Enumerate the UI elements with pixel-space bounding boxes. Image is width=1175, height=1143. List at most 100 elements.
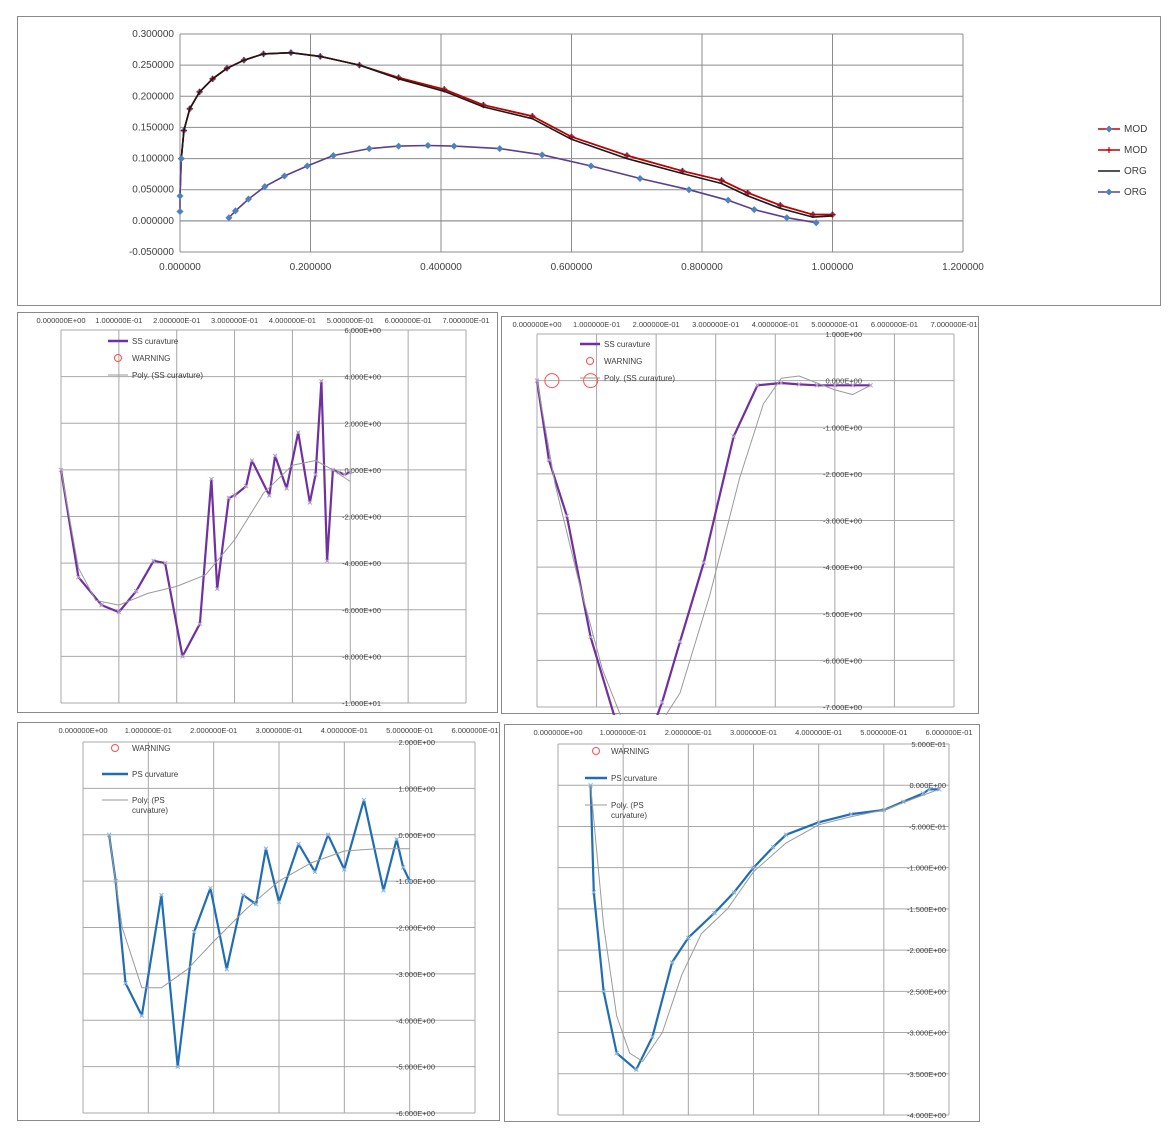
series-line [60, 460, 351, 606]
data-point [927, 786, 932, 792]
warning-marker [544, 373, 560, 389]
data-point [336, 469, 342, 475]
x-tick-label: 7.000000E-01 [930, 320, 977, 329]
y-tick-label: -6.000E+00 [396, 1109, 435, 1118]
legend-label: Poly. (SS curavture) [132, 371, 203, 380]
data-point [677, 639, 683, 645]
y-tick-label: 5.000E-01 [911, 740, 946, 749]
y-tick-label: -2.000E+00 [342, 513, 381, 522]
y-tick-label: -0.050000 [129, 247, 174, 258]
warning-marker [583, 373, 599, 389]
data-point [232, 493, 237, 498]
data-point [816, 819, 822, 825]
data-point [225, 214, 233, 222]
airfoil-chart: 0.000000 0.200000 0.400000 0.600000 0.800000… [129, 29, 1147, 273]
data-point [614, 1050, 620, 1056]
legend-label: WARNING [611, 747, 649, 756]
data-point [175, 1064, 181, 1069]
data-point [295, 430, 301, 435]
data-point [176, 192, 184, 200]
data-point [312, 869, 318, 875]
x-tick-label: 2.000000E-01 [633, 320, 680, 329]
y-tick-label: -8.000E+00 [342, 652, 381, 661]
data-point [778, 380, 784, 386]
data-point [744, 189, 751, 196]
data-point [191, 929, 197, 935]
data-point [812, 219, 820, 227]
x-tick-label: 0.000000E+00 [512, 320, 561, 329]
series-line [536, 375, 871, 715]
data-point [106, 832, 112, 838]
data-point [209, 476, 214, 482]
data-point [261, 183, 269, 191]
data-point [226, 495, 232, 501]
y-tick-label: 6.000E+00 [345, 326, 382, 335]
x-tick-label: 0.200000 [290, 262, 332, 273]
y-tick-label: -1.000E+01 [342, 699, 381, 708]
y-tick-label: -3.000E+00 [823, 517, 862, 526]
series-line [59, 380, 351, 658]
data-point [796, 382, 802, 387]
x-tick-label: 3.000000E-01 [211, 316, 258, 325]
y-tick-label: -2.500E+00 [907, 987, 946, 996]
data-point [116, 609, 122, 615]
data-point [243, 483, 249, 489]
legend-label: ORG [1124, 187, 1147, 198]
data-point [650, 1034, 655, 1040]
x-tick-label: 6.000000E-01 [925, 728, 972, 737]
data-point [669, 960, 675, 965]
data-point [329, 151, 337, 159]
data-point [296, 841, 301, 847]
y-tick-label: 2.000E+00 [345, 419, 382, 428]
data-point [197, 621, 203, 627]
x-tick-label: 4.000000E-01 [321, 726, 368, 735]
x-tick-label: 6.000000E-01 [385, 316, 432, 325]
data-point [731, 434, 736, 439]
y-tick-label: -6.000E+00 [342, 606, 381, 615]
data-point [731, 890, 737, 895]
y-tick-label: -1.000E+00 [396, 877, 435, 886]
y-tick-label: 0.000E+00 [826, 377, 863, 386]
x-tick-label: 1.200000 [942, 262, 984, 273]
data-point [612, 713, 617, 715]
x-tick-label: 0.400000 [420, 262, 462, 273]
ss-curvature-chart-left: 0.000000E+00 1.000000E-01 2.000000E-01 3.00… [36, 316, 489, 708]
data-point [224, 966, 230, 972]
y-tick-label: -1.000E+00 [907, 864, 946, 873]
data-point [365, 145, 373, 153]
data-point [245, 195, 253, 203]
data-point [272, 453, 278, 459]
series-line [535, 380, 871, 715]
y-tick-label: -3.000E+00 [396, 970, 435, 979]
data-point [685, 186, 693, 194]
x-tick-label: 0.000000E+00 [36, 316, 85, 325]
y-tick-label: 0.150000 [132, 122, 174, 133]
data-point [342, 472, 347, 477]
y-tick-label: 0.250000 [132, 60, 174, 71]
y-tick-label: -3.000E+00 [907, 1029, 946, 1038]
data-point [159, 892, 164, 898]
x-tick-label: 4.000000E-01 [752, 320, 799, 329]
y-tick-label: 0.000000 [132, 216, 174, 227]
x-tick-label: 2.000000E-01 [665, 728, 712, 737]
series-line [589, 785, 940, 1071]
x-tick-label: 0.000000E+00 [58, 726, 107, 735]
data-point [832, 382, 838, 388]
y-tick-label: 2.000E+00 [399, 738, 436, 747]
data-point [176, 208, 184, 216]
data-point [99, 602, 104, 608]
ps-curvature-chart-right-panel: 0.000000E+00 1.000000E-01 2.000000E-01 3.00… [504, 724, 980, 1122]
data-point [263, 846, 269, 852]
data-point [623, 152, 630, 159]
data-point [450, 142, 458, 150]
series-line [108, 798, 411, 1068]
legend-warning-swatch [592, 747, 600, 755]
y-tick-label: -5.000E+00 [823, 610, 862, 619]
legend-label: Poly. (PS curvature) [132, 796, 168, 815]
data-point [848, 811, 854, 817]
data-point [162, 560, 168, 566]
legend-marker [1106, 147, 1112, 153]
x-tick-label: 6.000000E-01 [451, 726, 498, 735]
data-point [361, 797, 367, 803]
y-tick-label: -1.500E+00 [907, 905, 946, 914]
